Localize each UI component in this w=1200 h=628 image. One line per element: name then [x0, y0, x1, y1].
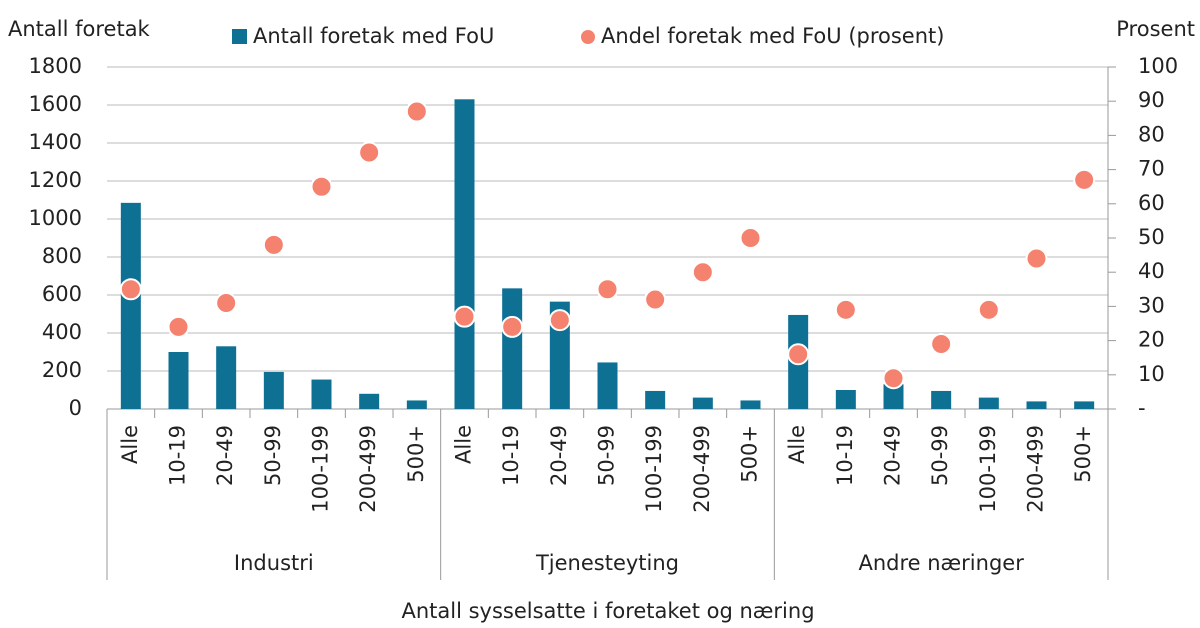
dot [644, 288, 667, 311]
dot [834, 298, 857, 321]
x-tick-label: Alle [118, 425, 142, 464]
x-tick-label: 20-49 [881, 425, 905, 486]
bar [1026, 401, 1047, 409]
x-tick-label: 200-499 [690, 425, 714, 513]
bar [835, 390, 856, 409]
bar [359, 393, 380, 409]
bar [406, 400, 427, 409]
x-tick-label: 100-199 [642, 425, 666, 513]
bar [978, 397, 999, 409]
bar [454, 99, 475, 410]
y2-tick-label: - [1138, 396, 1146, 420]
dot [548, 309, 571, 332]
x-tick-label: 100-199 [309, 425, 333, 513]
x-tick-label: 100-199 [976, 425, 1000, 513]
y2-tick-label: 10 [1138, 362, 1165, 386]
bar [168, 352, 189, 409]
y2-tick-label: 20 [1138, 328, 1165, 352]
bar [597, 362, 618, 409]
x-tick-label: 200-499 [1024, 425, 1048, 513]
bar [502, 288, 523, 409]
x-tick-label: 500+ [404, 425, 428, 483]
x-tick-label: 50-99 [928, 425, 952, 486]
group-label: Tjenesteyting [535, 551, 679, 575]
dot [882, 367, 905, 390]
x-tick-label: 10-19 [833, 425, 857, 486]
dot [1025, 247, 1048, 270]
bar [883, 384, 904, 409]
y-tick-label: 1600 [29, 92, 82, 116]
y-tick-label: 400 [42, 320, 82, 344]
y-tick-label: 1200 [29, 168, 82, 192]
y2-tick-label: 90 [1138, 88, 1165, 112]
legend-swatch [581, 30, 595, 44]
bar [311, 379, 332, 409]
bar [1074, 401, 1095, 409]
y-tick-label: 200 [42, 358, 82, 382]
y2-tick-label: 60 [1138, 191, 1165, 215]
bar [216, 346, 237, 409]
bar [645, 390, 666, 409]
x-tick-label: Alle [452, 425, 476, 464]
y2-tick-label: 30 [1138, 293, 1165, 317]
bar [740, 400, 761, 409]
dot [405, 100, 428, 123]
dot [739, 227, 762, 249]
y2-tick-label: 50 [1138, 225, 1165, 249]
y-tick-label: 0 [69, 396, 82, 420]
dot [453, 305, 476, 328]
y-tick-label: 800 [42, 244, 82, 268]
y-tick-label: 600 [42, 282, 82, 306]
y-axis-title: Antall foretak [8, 17, 151, 41]
x-tick-label: 10-19 [499, 425, 523, 486]
legend-label: Antall foretak med FoU [253, 24, 494, 48]
dot [691, 261, 714, 284]
x-tick-label: 500+ [1071, 425, 1095, 483]
x-tick-label: 50-99 [595, 425, 619, 486]
y2-tick-label: 80 [1138, 122, 1165, 146]
x-tick-label: 20-49 [547, 425, 571, 486]
dot [1073, 168, 1096, 191]
x-tick-label: 50-99 [261, 425, 285, 486]
dot [977, 298, 1000, 321]
y2-tick-label: 40 [1138, 259, 1165, 283]
legend-swatch [232, 29, 247, 44]
dot [501, 315, 524, 338]
x-tick-label: 10-19 [166, 425, 190, 486]
dot [596, 278, 619, 301]
x-tick-label: 200-499 [356, 425, 380, 513]
group-label: Industri [234, 551, 314, 575]
dot [215, 291, 238, 314]
dot [930, 333, 953, 356]
y2-tick-label: 70 [1138, 157, 1165, 181]
dot [787, 343, 810, 366]
x-tick-label: 20-49 [213, 425, 237, 486]
dot [310, 175, 333, 198]
legend-label: Andel foretak med FoU (prosent) [601, 24, 944, 48]
x-axis-title: Antall sysselsatte i foretaket og næring [401, 599, 814, 623]
y2-tick-label: 100 [1138, 54, 1178, 78]
dot [119, 278, 142, 301]
y2-axis-title: Prosent [1116, 17, 1195, 41]
bar [263, 371, 284, 409]
bar [931, 390, 952, 409]
dot [358, 141, 381, 164]
y-tick-label: 1800 [29, 54, 82, 78]
x-tick-label: Alle [785, 425, 809, 464]
dot [167, 315, 190, 338]
y-tick-label: 1400 [29, 130, 82, 154]
x-tick-label: 500+ [738, 425, 762, 483]
group-label: Andre næringer [858, 551, 1024, 575]
bar [120, 202, 141, 409]
y-tick-label: 1000 [29, 206, 82, 230]
dot [262, 233, 285, 256]
bar [692, 397, 713, 409]
